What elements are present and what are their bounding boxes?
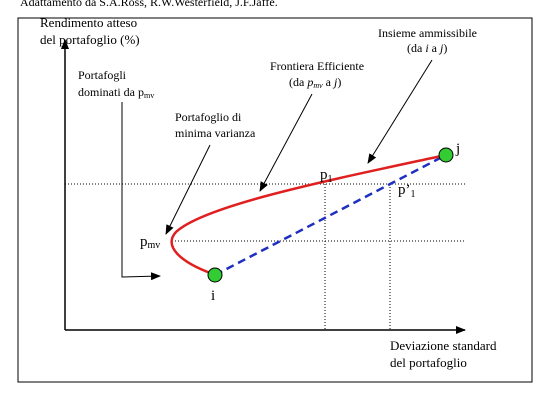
x-axis-label: Deviazione standard [390, 338, 497, 353]
y-axis-label: Rendimento atteso [40, 15, 137, 30]
source: Adattamento da S.A.Ross, R.W.Westerfield… [20, 0, 278, 9]
label-j: j [455, 141, 460, 157]
frontier-arrow [259, 93, 313, 192]
feasible-label: (da i a j) [407, 41, 447, 55]
label-p1-prime: p’1 [398, 182, 416, 200]
feasible-label: Insieme ammissibile [378, 26, 477, 40]
frontier-curve [170, 153, 447, 276]
point-j [438, 147, 454, 163]
min-variance-label: minima varianza [175, 126, 256, 140]
label-p1: p1 [320, 167, 333, 185]
min-variance-label: Portafoglio di [175, 110, 242, 124]
feasible-arrow [367, 59, 433, 164]
point-i [207, 267, 223, 283]
x-axis-label: del portafoglio [390, 355, 467, 370]
guides [65, 183, 465, 330]
frontier-label: Frontiera Efficiente [270, 59, 364, 73]
dominated-label: dominati da pmv [78, 85, 154, 100]
frontier-label: (da pmv a j) [289, 75, 341, 90]
y-axis-label: del portafoglio (%) [40, 32, 140, 47]
dashed-line [214, 153, 447, 277]
label-pmv: pmv [140, 234, 160, 251]
label-i: i [211, 288, 215, 304]
min-variance-arrow [165, 144, 211, 235]
dominated-arrow [121, 102, 161, 281]
frame [17, 17, 533, 383]
dominated-label: Portafogli [78, 68, 127, 82]
